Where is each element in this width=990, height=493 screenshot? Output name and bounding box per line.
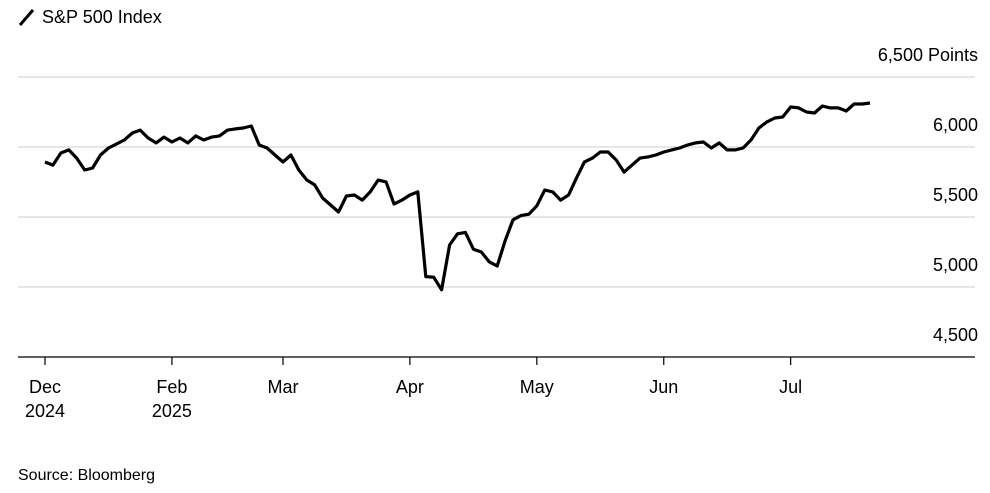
source: Source: Bloomberg (18, 467, 155, 484)
x-tick-label: May (519, 377, 554, 397)
y-tick-label: 5,000 (933, 255, 978, 275)
x-tick-label: Dec 2024 (24, 377, 66, 421)
x-tick-label: Jul (779, 377, 803, 397)
y-tick-label: 4,500 (933, 325, 978, 345)
line (44, 101, 871, 292)
y-tick-label: 5,500 (933, 185, 978, 205)
x-tick-label: Feb 2025 (151, 377, 192, 421)
legend-swatch (18, 9, 35, 26)
y-tick-label: 6,000 (933, 115, 978, 135)
x-tick-label: Mar (267, 377, 299, 397)
y-tick-label: 6,500 Points (878, 45, 978, 65)
chart-title: S&P 500 Index (42, 7, 162, 27)
x-tick-label: Jun (649, 377, 679, 397)
x-tick-label: Apr (395, 377, 424, 397)
